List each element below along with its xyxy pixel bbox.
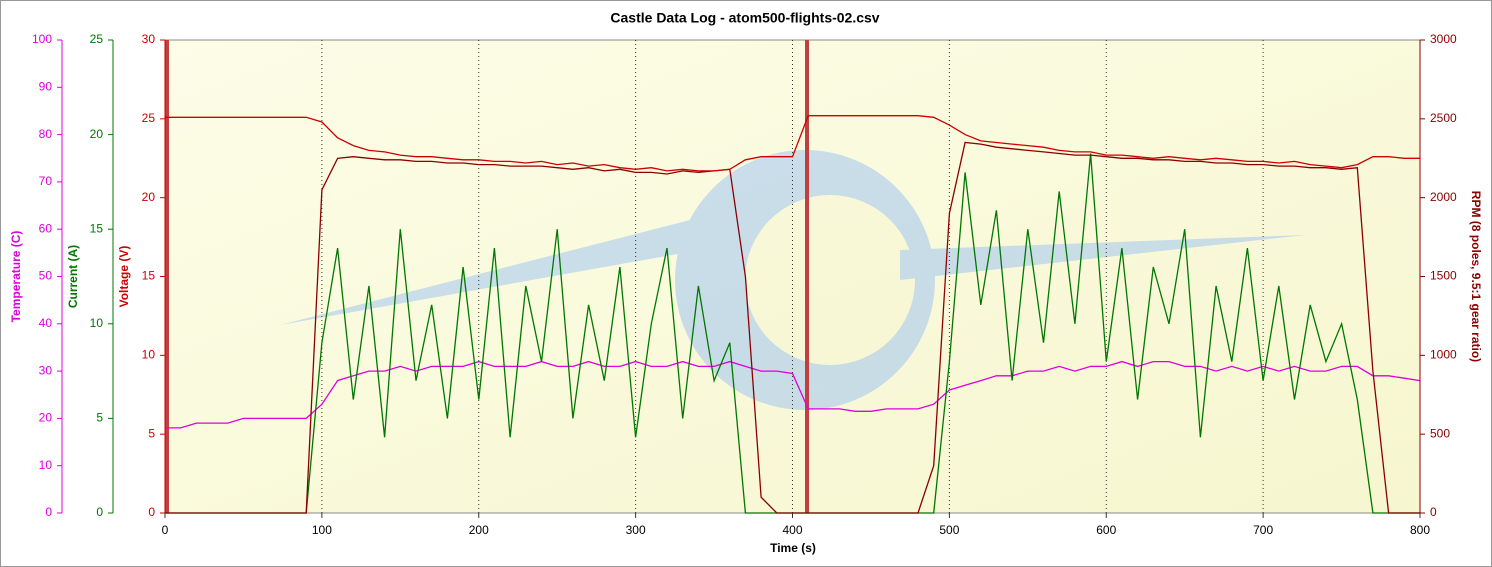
y4-tick-label: 50 — [39, 269, 53, 283]
x-tick-label: 500 — [939, 523, 959, 537]
y2-tick-label: 2500 — [1430, 111, 1457, 125]
y2-tick-label: 3000 — [1430, 32, 1457, 46]
y3-tick-label: 5 — [96, 411, 103, 425]
y4-tick-label: 20 — [39, 411, 53, 425]
y2-tick-label: 2000 — [1430, 190, 1457, 204]
y4-tick-label: 0 — [45, 505, 52, 519]
x-tick-label: 300 — [626, 523, 646, 537]
y-tick-label: 0 — [148, 505, 155, 519]
y4-tick-label: 40 — [39, 316, 53, 330]
y3-tick-label: 0 — [96, 505, 103, 519]
chart-title: Castle Data Log - atom500-flights-02.csv — [610, 10, 879, 26]
y3-tick-label: 15 — [90, 221, 104, 235]
segment-marker — [165, 40, 169, 513]
y2-tick-label: 500 — [1430, 426, 1450, 440]
y4-tick-label: 90 — [39, 79, 53, 93]
x-tick-label: 600 — [1096, 523, 1116, 537]
y4-tick-label: 30 — [39, 363, 53, 377]
y2-axis-title: RPM (8 poles, 9.5:1 gear ratio) — [1469, 191, 1483, 362]
x-tick-label: 800 — [1410, 523, 1430, 537]
x-axis-title: Time (s) — [770, 541, 816, 555]
y-tick-label: 20 — [142, 190, 156, 204]
y2-tick-label: 1000 — [1430, 348, 1457, 362]
y4-tick-label: 60 — [39, 221, 53, 235]
y-tick-label: 5 — [148, 426, 155, 440]
y2-tick-label: 1500 — [1430, 269, 1457, 283]
x-tick-label: 400 — [782, 523, 802, 537]
y4-axis-title: Temperature (C) — [9, 231, 23, 323]
x-tick-label: 100 — [312, 523, 332, 537]
y4-tick-label: 100 — [32, 32, 52, 46]
y4-tick-label: 10 — [39, 458, 53, 472]
y4-tick-label: 70 — [39, 174, 53, 188]
y4-tick-label: 80 — [39, 127, 53, 141]
y-tick-label: 15 — [142, 269, 156, 283]
series-line — [165, 115, 1420, 172]
y3-tick-label: 20 — [90, 127, 104, 141]
segment-marker — [805, 40, 809, 513]
y3-tick-label: 25 — [90, 32, 104, 46]
y-tick-label: 30 — [142, 32, 156, 46]
y-axis-title: Voltage (V) — [117, 246, 131, 308]
series-line — [165, 360, 1421, 429]
x-tick-label: 200 — [469, 523, 489, 537]
x-tick-label: 700 — [1253, 523, 1273, 537]
y3-axis-title: Current (A) — [66, 245, 80, 308]
y-tick-label: 10 — [142, 348, 156, 362]
x-tick-label: 0 — [162, 523, 169, 537]
y2-tick-label: 0 — [1430, 505, 1437, 519]
y-tick-label: 25 — [142, 111, 156, 125]
y3-tick-label: 10 — [90, 316, 104, 330]
